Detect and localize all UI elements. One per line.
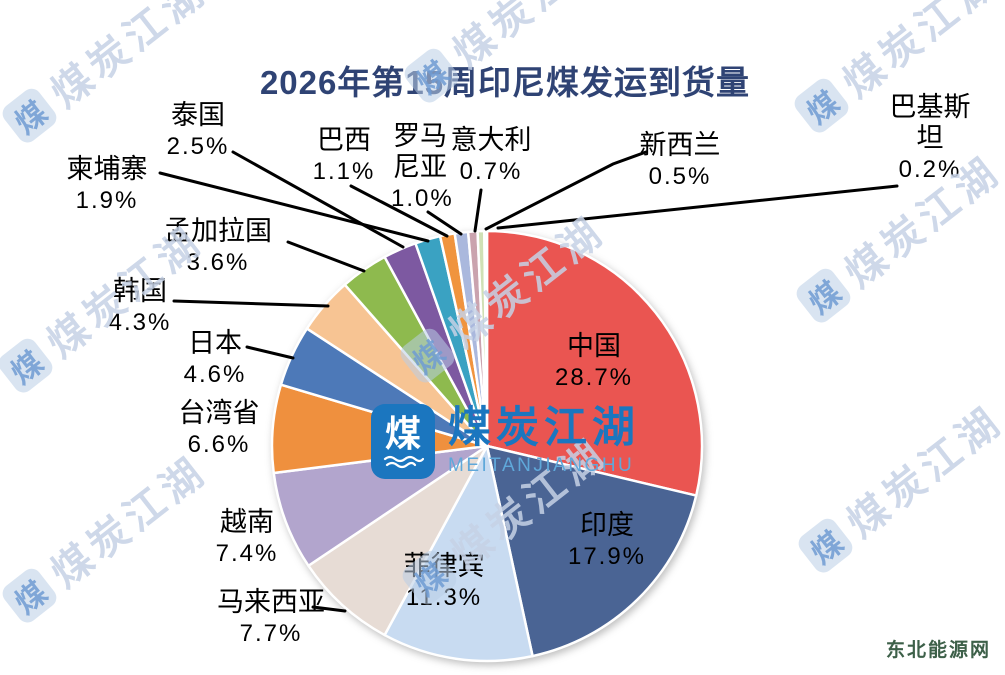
leader-line-cambodia [158,171,430,243]
pie-slice-malaysia [307,444,489,637]
pie-slice-india [485,444,698,658]
leader-line-romania [426,210,463,236]
leader-line-brazil [349,184,449,238]
leader-line-bangladesh [286,240,366,273]
leader-line-pakistan [496,184,899,230]
leader-line-south-korea [172,299,330,308]
leader-line-japan [245,345,295,360]
site-credit: 东北能源网 [886,640,992,661]
pie-slice-pakistan [483,229,489,448]
leader-line-thailand [231,150,405,249]
leader-line-italy [473,188,483,233]
leader-line-malaysia [311,605,347,613]
leader-line-new-zealand [484,150,648,231]
chart-title: 2026年第15周印尼煤发运到货量 [259,64,751,101]
pie-slice-china [485,229,704,497]
